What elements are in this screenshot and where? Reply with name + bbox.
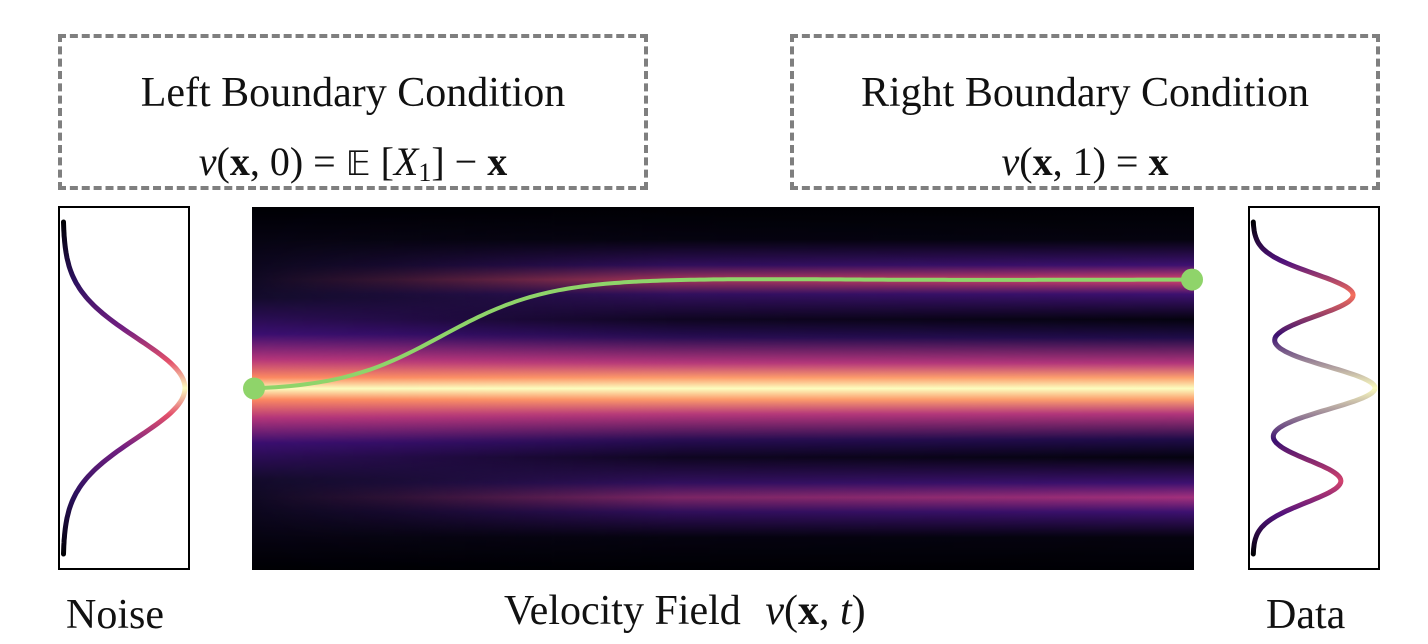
left-boundary-box: Left Boundary Condition v(x, 0) = 𝔼 [X1]… bbox=[58, 34, 648, 190]
velocity-field-heatmap bbox=[243, 207, 1203, 570]
velocity-field-caption: Velocity Field v(x, t) bbox=[504, 590, 866, 632]
trajectory-line bbox=[250, 277, 1196, 391]
trajectory-end-point bbox=[1181, 268, 1203, 291]
left-boundary-equation: v(x, 0) = 𝔼 [X1] − x bbox=[198, 139, 508, 187]
velocity-field-math: v(x, t) bbox=[765, 588, 866, 634]
data-curve bbox=[1250, 219, 1378, 557]
trajectory-start-point bbox=[243, 377, 265, 400]
data-caption: Data bbox=[1266, 592, 1346, 638]
noise-density-panel bbox=[58, 206, 190, 570]
velocity-field-label: Velocity Field bbox=[504, 588, 741, 634]
noise-caption: Noise bbox=[66, 592, 164, 638]
right-boundary-box: Right Boundary Condition v(x, 1) = x bbox=[790, 34, 1380, 190]
right-boundary-equation: v(x, 1) = x bbox=[1001, 139, 1169, 184]
noise-curve bbox=[61, 219, 188, 557]
data-density-panel bbox=[1248, 206, 1380, 570]
right-boundary-title: Right Boundary Condition bbox=[860, 70, 1309, 116]
left-boundary-title: Left Boundary Condition bbox=[140, 70, 566, 116]
